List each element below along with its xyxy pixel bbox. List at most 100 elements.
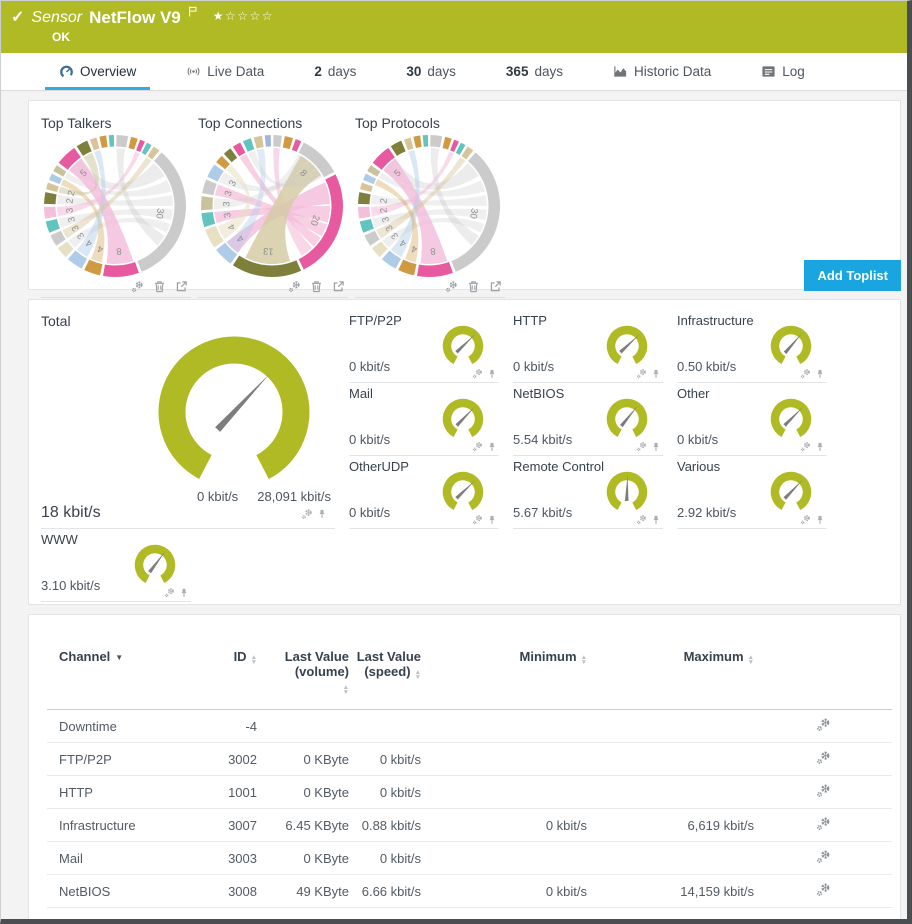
gauge-pin-icon[interactable]: [487, 442, 497, 452]
channel-table: Channel ▼ ID ▲ ▼ Last Value (volume) ▲ ▼ Las…: [47, 649, 892, 908]
column-label: Maximum: [683, 649, 744, 664]
gauge-settings-icon[interactable]: [164, 587, 175, 598]
svg-text:4: 4: [398, 237, 409, 249]
svg-text:2: 2: [379, 198, 391, 205]
remote-control-gauge[interactable]: [599, 467, 655, 522]
gauge-pin-icon[interactable]: [179, 588, 189, 598]
toplist-title: Top Protocols: [355, 115, 440, 131]
top-connections-chord-chart[interactable]: 8 20 13 4 4 3 3 3 3: [198, 132, 346, 280]
column-label: (speed): [364, 664, 411, 679]
tab-2-days[interactable]: 2 days: [314, 53, 356, 90]
channel-maximum: 6,619 kbit/s: [687, 817, 755, 833]
priority-star-rating[interactable]: ★☆☆☆☆: [212, 9, 275, 23]
gauge-pin-icon[interactable]: [815, 515, 825, 525]
gauge-pin-icon[interactable]: [651, 369, 661, 379]
priority-flag-icon[interactable]: [188, 5, 198, 23]
column-header-last-value-speed[interactable]: Last Value (speed) ▲ ▼: [349, 649, 421, 710]
toplist-open-external-icon[interactable]: [489, 280, 502, 293]
channel-minimum: [421, 776, 587, 809]
channel-last-speed: 0 kbit/s: [379, 850, 421, 866]
gauge-settings-icon[interactable]: [472, 368, 483, 379]
gauge-cell-infrastructure: Infrastructure 0.50 kbit/s: [677, 310, 827, 383]
other-gauge[interactable]: [763, 394, 819, 449]
channel-settings-icon[interactable]: [816, 849, 831, 864]
tab-30-days[interactable]: 30 days: [406, 53, 456, 90]
toplist-title: Top Talkers: [41, 115, 112, 131]
gauge-pin-icon[interactable]: [651, 442, 661, 452]
top-talkers-chord-chart[interactable]: 30 8 4 4 3 3 3 3 2 2 5: [41, 132, 189, 280]
svg-text:4: 4: [96, 243, 105, 255]
sensor-status-text: OK: [52, 30, 70, 44]
tab-live-data[interactable]: Live Data: [186, 53, 264, 90]
gauge-value: 0 kbit/s: [513, 359, 555, 374]
gauge-value: 5.67 kbit/s: [513, 505, 573, 520]
ftp-p2p-gauge[interactable]: [435, 321, 491, 376]
netbios-gauge[interactable]: [599, 394, 655, 449]
gauge-pin-icon[interactable]: [815, 442, 825, 452]
channel-id: 3007: [228, 817, 257, 833]
channel-settings-icon[interactable]: [816, 717, 831, 732]
gauge-settings-icon[interactable]: [636, 514, 647, 525]
channel-settings-icon[interactable]: [816, 783, 831, 798]
gauge-settings-icon[interactable]: [636, 368, 647, 379]
column-header-last-value-volume[interactable]: Last Value (volume) ▲ ▼: [257, 649, 349, 710]
http-gauge[interactable]: [599, 321, 655, 376]
table-row-downtime: Downtime -4: [47, 710, 892, 743]
toplist-delete-icon[interactable]: [153, 280, 166, 293]
toplist-settings-icon[interactable]: [288, 280, 301, 293]
gauge-settings-icon[interactable]: [800, 368, 811, 379]
tab-historic-data[interactable]: Historic Data: [613, 53, 711, 90]
tab-label: Log: [782, 64, 805, 79]
svg-text:4: 4: [235, 233, 246, 245]
otherudp-gauge[interactable]: [435, 467, 491, 522]
svg-text:30: 30: [467, 207, 480, 219]
gauge-pin-icon[interactable]: [317, 509, 327, 519]
gauge-pin-icon[interactable]: [487, 515, 497, 525]
www-gauge[interactable]: [127, 540, 183, 595]
gauge-settings-icon[interactable]: [800, 441, 811, 452]
gauge-settings-icon[interactable]: [472, 441, 483, 452]
gauge-pin-icon[interactable]: [651, 515, 661, 525]
total-gauge[interactable]: [145, 326, 323, 499]
gauge-settings-icon[interactable]: [800, 514, 811, 525]
infrastructure-gauge[interactable]: [763, 321, 819, 376]
svg-text:3: 3: [66, 215, 78, 223]
channel-settings-icon[interactable]: [816, 882, 831, 897]
svg-text:4: 4: [226, 222, 238, 232]
channel-settings-icon[interactable]: [816, 750, 831, 765]
gauge-pin-icon[interactable]: [815, 369, 825, 379]
svg-text:30: 30: [153, 207, 166, 219]
channel-last-volume: 0 KByte: [303, 784, 349, 800]
column-header-maximum[interactable]: Maximum ▲ ▼: [587, 649, 754, 710]
toplist-open-external-icon[interactable]: [332, 280, 345, 293]
gauge-settings-icon[interactable]: [636, 441, 647, 452]
add-toplist-button[interactable]: Add Toplist: [804, 260, 901, 291]
toplist-delete-icon[interactable]: [310, 280, 323, 293]
toplist-delete-icon[interactable]: [467, 280, 480, 293]
toplist-settings-icon[interactable]: [131, 280, 144, 293]
various-gauge[interactable]: [763, 467, 819, 522]
column-header-id[interactable]: ID ▲ ▼: [197, 649, 257, 710]
channel-maximum: [587, 710, 754, 743]
top-protocols-chord-chart[interactable]: 30 8 4 4 3 3 3 2 2 5: [355, 132, 503, 280]
svg-text:3: 3: [223, 189, 235, 197]
tab-overview[interactable]: Overview: [44, 53, 151, 90]
sensor-overview-content: Top Talkers 30 8 4 4 3 3 3 3 2 2 5 Top Connections…: [1, 91, 907, 919]
column-header-channel[interactable]: Channel ▼: [47, 649, 197, 710]
mail-gauge[interactable]: [435, 394, 491, 449]
column-header-minimum[interactable]: Minimum ▲ ▼: [421, 649, 588, 710]
tab-365-days[interactable]: 365 days: [506, 53, 563, 90]
svg-text:4: 4: [84, 237, 95, 249]
gauge-settings-icon[interactable]: [301, 508, 313, 520]
tab-label: days: [327, 64, 357, 79]
gauge-pin-icon[interactable]: [487, 369, 497, 379]
channel-last-volume: 6.45 KByte: [285, 817, 349, 833]
channel-settings-icon[interactable]: [816, 816, 831, 831]
toplist-open-external-icon[interactable]: [175, 280, 188, 293]
svg-text:3: 3: [389, 230, 401, 241]
toplist-settings-icon[interactable]: [445, 280, 458, 293]
sensor-kind-label: Sensor: [31, 9, 83, 26]
svg-text:3: 3: [221, 201, 232, 207]
gauge-settings-icon[interactable]: [472, 514, 483, 525]
tab-log[interactable]: Log: [761, 53, 805, 90]
